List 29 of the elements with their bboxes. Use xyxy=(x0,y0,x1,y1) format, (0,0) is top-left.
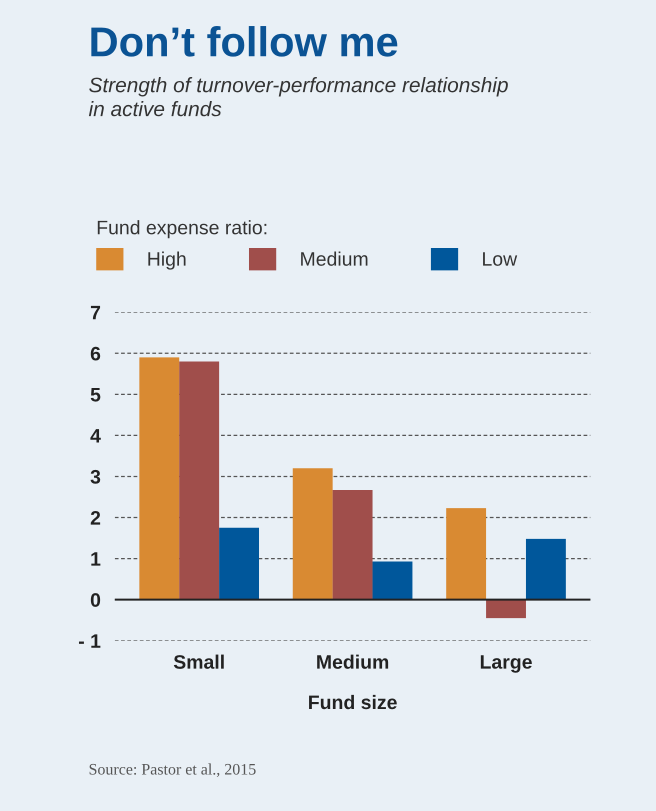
y-tick-label: 1 xyxy=(91,552,100,566)
bar xyxy=(292,468,333,600)
y-tick-label: 6 xyxy=(90,346,100,361)
y-tick-label: 0 xyxy=(90,593,100,607)
legend-label: Medium xyxy=(301,252,368,266)
chart-title: Don’t follow me xyxy=(91,26,398,57)
bar xyxy=(179,362,220,600)
x-axis-title: Fund size xyxy=(309,694,397,710)
bar xyxy=(139,357,180,600)
bar xyxy=(332,490,373,600)
chart-subtitle: Strength of turnover-performance relationship in active funds xyxy=(88,77,508,116)
legend-title: Fund expense ratio: xyxy=(98,220,266,238)
legend-label: High xyxy=(148,252,186,270)
bar xyxy=(486,600,526,618)
bar xyxy=(526,538,566,600)
y-tick-label: - 1 xyxy=(78,634,100,648)
y-tick-label: 2 xyxy=(90,510,100,525)
bar xyxy=(219,528,260,600)
x-tick-label: Small xyxy=(174,654,224,669)
y-tick-label: 5 xyxy=(90,388,100,402)
y-tick-label: 4 xyxy=(90,429,101,442)
source-note: Source: Pastor et al., 2015 xyxy=(90,763,256,777)
y-tick-label: 3 xyxy=(90,470,100,484)
x-tick-label: Medium xyxy=(317,654,388,669)
bar xyxy=(372,561,412,600)
x-tick-label: Large xyxy=(480,655,532,673)
y-tick-label: 7 xyxy=(90,306,100,320)
legend-label: Low xyxy=(483,252,518,266)
bar xyxy=(446,508,486,600)
